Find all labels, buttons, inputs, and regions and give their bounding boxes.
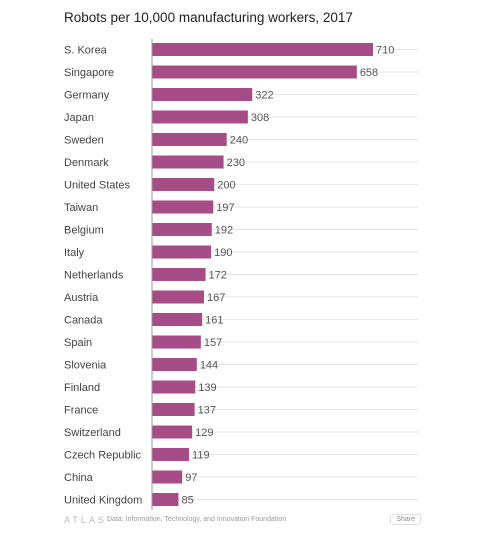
value-label: 658: [360, 67, 378, 79]
bar[interactable]: [152, 223, 212, 236]
value-label: 167: [207, 292, 225, 304]
category-label: Germany: [64, 90, 110, 102]
bar[interactable]: [152, 290, 204, 304]
category-label: Netherlands: [64, 270, 124, 282]
category-label: China: [64, 472, 94, 484]
value-label: 119: [192, 450, 210, 462]
value-label: 144: [200, 360, 218, 372]
value-label: 129: [195, 427, 213, 439]
bar[interactable]: [152, 245, 212, 259]
bar[interactable]: [152, 470, 183, 484]
bar[interactable]: [152, 380, 196, 394]
category-label: United States: [64, 180, 131, 192]
value-label: 200: [217, 180, 235, 192]
category-label: Singapore: [64, 67, 114, 79]
bar[interactable]: [152, 403, 195, 416]
chart-footer: ATLAS Data: Information, Technology, and…: [64, 514, 421, 528]
bar[interactable]: [152, 155, 224, 169]
bar[interactable]: [152, 43, 373, 56]
value-label: 139: [198, 382, 216, 394]
category-label: Czech Republic: [64, 450, 142, 462]
bar[interactable]: [152, 448, 190, 461]
bar[interactable]: [152, 65, 357, 79]
bar[interactable]: [152, 358, 197, 371]
category-label: Italy: [64, 247, 85, 259]
value-label: 240: [230, 135, 248, 147]
value-label: 710: [376, 45, 394, 57]
bar[interactable]: [152, 335, 201, 349]
chart-title: Robots per 10,000 manufacturing workers,…: [64, 10, 353, 25]
value-label: 137: [198, 405, 216, 417]
category-label: Belgium: [64, 225, 104, 237]
category-label: Taiwan: [64, 202, 98, 214]
category-label: Denmark: [64, 157, 109, 169]
atlas-logo[interactable]: ATLAS: [64, 515, 107, 525]
share-button[interactable]: Share: [390, 514, 421, 525]
bar[interactable]: [152, 88, 253, 101]
bar[interactable]: [152, 493, 179, 506]
bar-chart: S. Korea 710 Singapore 658 Germany 322 Japan 30…: [64, 39, 418, 510]
category-label: Austria: [64, 292, 99, 304]
value-label: 97: [185, 472, 197, 484]
category-label: Japan: [64, 112, 94, 124]
value-label: 192: [215, 225, 233, 237]
category-label: France: [64, 405, 98, 417]
bar[interactable]: [152, 425, 193, 439]
category-label: Canada: [64, 315, 103, 327]
bar[interactable]: [152, 313, 203, 326]
bar[interactable]: [152, 200, 214, 214]
source-note: Data: Information, Technology, and Innov…: [107, 516, 287, 523]
category-label: Spain: [64, 337, 92, 349]
category-label: Sweden: [64, 135, 104, 147]
value-label: 157: [204, 337, 222, 349]
category-label: Finland: [64, 382, 100, 394]
value-label: 308: [251, 112, 269, 124]
bar[interactable]: [152, 178, 215, 191]
value-label: 190: [214, 247, 232, 259]
bar[interactable]: [152, 268, 206, 281]
bar[interactable]: [152, 133, 227, 146]
bar[interactable]: [152, 110, 248, 124]
value-label: 172: [209, 270, 227, 282]
category-label: S. Korea: [64, 45, 108, 57]
category-label: United Kingdom: [64, 495, 142, 507]
value-label: 197: [216, 202, 234, 214]
value-label: 230: [227, 157, 245, 169]
category-label: Slovenia: [64, 360, 107, 372]
value-label: 322: [255, 90, 273, 102]
value-label: 161: [205, 315, 223, 327]
value-label: 85: [181, 495, 193, 507]
category-label: Switzerland: [64, 427, 121, 439]
